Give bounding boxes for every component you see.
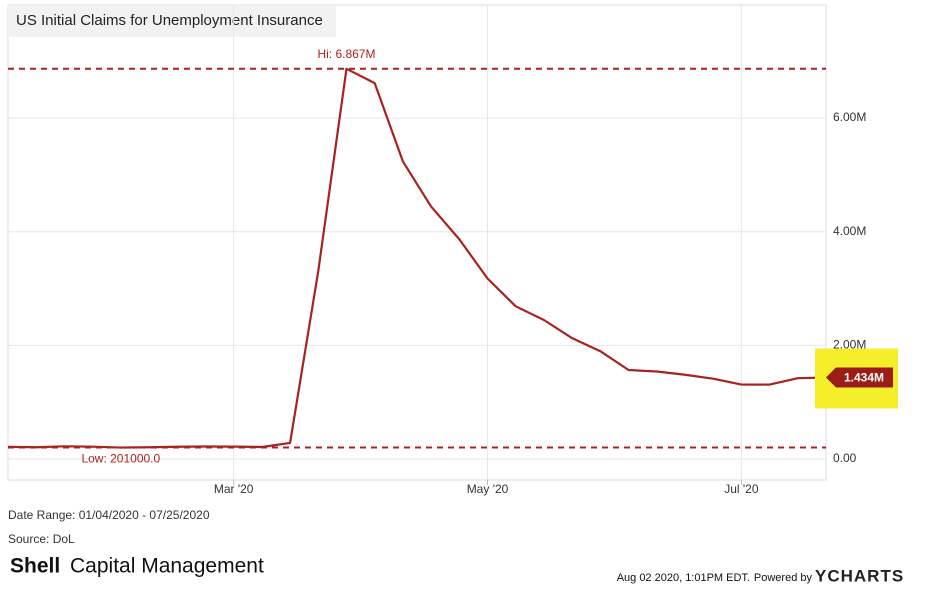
x-tick-label: May '20	[467, 482, 509, 496]
date-range: Date Range: 01/04/2020 - 07/25/2020	[8, 508, 210, 522]
line	[7, 67, 827, 449]
title-box	[8, 5, 336, 37]
chart-title: US Initial Claims for Unemployment Insur…	[16, 12, 323, 29]
timestamp: Aug 02 2020, 1:01PM EDT.	[617, 572, 750, 584]
y-tick-label: 0.00	[833, 451, 857, 465]
last-value-tag	[826, 367, 893, 388]
powered-by: Powered by	[754, 572, 813, 584]
y-tick-label: 6.00M	[833, 110, 866, 124]
y-tick-label: 2.00M	[833, 338, 866, 352]
brand: Capital Management	[70, 555, 264, 578]
x-tick-label: Mar '20	[214, 482, 254, 496]
x-tick-label: Jul '20	[724, 482, 759, 496]
ycharts-logo: YCHARTS	[815, 566, 904, 585]
hi-label: Hi: 6.867M	[317, 47, 375, 61]
source: Source: DoL	[8, 532, 75, 546]
plot-frame	[7, 4, 827, 481]
last-value-label: 1.434M	[844, 371, 884, 385]
y-tick-label: 4.00M	[833, 224, 866, 238]
brand-bold: Shell	[10, 555, 60, 578]
low-label: Low: 201000.0	[81, 452, 160, 466]
